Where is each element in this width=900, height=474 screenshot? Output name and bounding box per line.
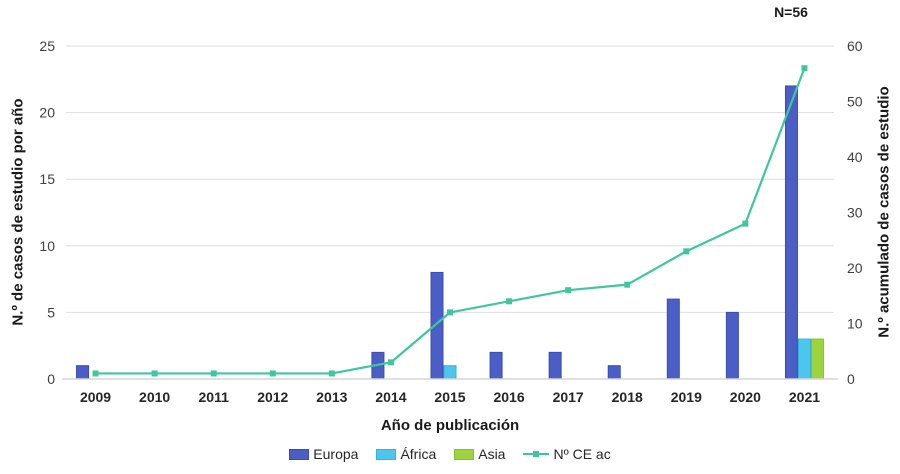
- line-marker-2010: [151, 370, 158, 377]
- x-tick-label: 2011: [199, 389, 230, 405]
- line-marker-2018: [624, 281, 631, 288]
- x-tick-label: 2010: [139, 389, 170, 405]
- x-tick-label: 2019: [671, 389, 702, 405]
- x-axis-title: Año de publicación: [380, 417, 520, 434]
- left-tick-label: 25: [39, 38, 55, 54]
- x-tick-label: 2018: [612, 389, 643, 405]
- line-marker-2013: [328, 370, 335, 377]
- x-tick-label: 2015: [434, 389, 465, 405]
- legend-line-marker-icon: [523, 449, 550, 460]
- cumulative-line: [95, 67, 806, 375]
- bar-0-2020: [725, 311, 739, 380]
- line-marker-2021: [801, 65, 808, 72]
- bar-0-2009: [76, 365, 90, 380]
- legend-label-europa: Europa: [313, 446, 359, 462]
- bar-1-2015: [443, 365, 457, 380]
- right-tick-label: 60: [847, 38, 863, 54]
- legend-label-line: Nº CE ac: [553, 446, 611, 462]
- left-axis-ticks: 0 5 10 15 20 25: [39, 38, 55, 387]
- x-tick-label: 2013: [316, 389, 347, 405]
- bar-2-2021: [810, 338, 824, 380]
- line-marker-2019: [683, 248, 690, 255]
- line-marker-2014: [387, 359, 394, 366]
- bar-0-2018: [607, 365, 621, 380]
- x-tick-label: 2020: [730, 389, 761, 405]
- line-marker-2009: [92, 370, 99, 377]
- legend-item-line: Nº CE ac: [523, 446, 611, 462]
- x-tick-label: 2017: [553, 389, 584, 405]
- line-marker-2012: [269, 370, 276, 377]
- gridlines: [66, 45, 834, 313]
- right-tick-label: 0: [847, 371, 855, 387]
- left-tick-label: 5: [47, 304, 55, 320]
- legend-item-europa: Europa: [289, 446, 358, 462]
- x-tick-label: 2009: [80, 389, 111, 405]
- legend-swatch-europa: [289, 448, 310, 460]
- line-marker-2011: [210, 370, 217, 377]
- line-marker-2016: [506, 298, 513, 305]
- legend-swatch-asia: [454, 448, 475, 460]
- bars: [76, 85, 824, 380]
- legend-item-asia: Asia: [454, 446, 505, 462]
- legend: Europa África Asia Nº CE ac: [0, 446, 900, 462]
- right-axis-title: N.º acumulado de casos de estudio: [875, 86, 893, 338]
- legend-swatch-africa: [376, 448, 397, 460]
- line-marker-2015: [447, 309, 453, 316]
- line-series: [92, 65, 808, 377]
- legend-label-asia: Asia: [478, 446, 506, 462]
- left-axis-title: N.º de casos de estudio por año: [9, 98, 27, 326]
- bar-0-2021: [784, 85, 798, 380]
- legend-label-africa: África: [400, 446, 437, 462]
- x-tick-label: 2012: [257, 389, 288, 405]
- annotation-n-total: N=56: [774, 4, 808, 20]
- x-tick-label: 2014: [375, 389, 406, 405]
- legend-item-africa: África: [376, 446, 436, 462]
- right-axis-ticks: 0 10 20 30 40 50 60: [847, 38, 863, 387]
- line-marker-2017: [565, 287, 572, 294]
- right-tick-label: 50: [847, 94, 863, 110]
- bar-0-2016: [489, 351, 503, 380]
- bar-1-2021: [797, 338, 811, 380]
- left-tick-label: 20: [39, 105, 55, 121]
- left-tick-label: 0: [47, 371, 55, 387]
- right-tick-label: 10: [847, 316, 863, 332]
- right-tick-label: 40: [847, 149, 863, 165]
- bar-0-2017: [548, 351, 562, 380]
- right-tick-label: 20: [847, 260, 863, 276]
- right-tick-label: 30: [847, 205, 863, 221]
- line-marker-2020: [742, 220, 749, 227]
- bar-0-2019: [666, 298, 680, 380]
- left-tick-label: 15: [39, 171, 55, 187]
- x-tick-label: 2021: [789, 389, 820, 405]
- left-tick-label: 10: [39, 238, 55, 254]
- x-axis-ticks: 2009 2010 2011 2012 2013 2014 2015 2016 2017 2018…: [80, 389, 820, 405]
- x-tick-label: 2016: [493, 389, 524, 405]
